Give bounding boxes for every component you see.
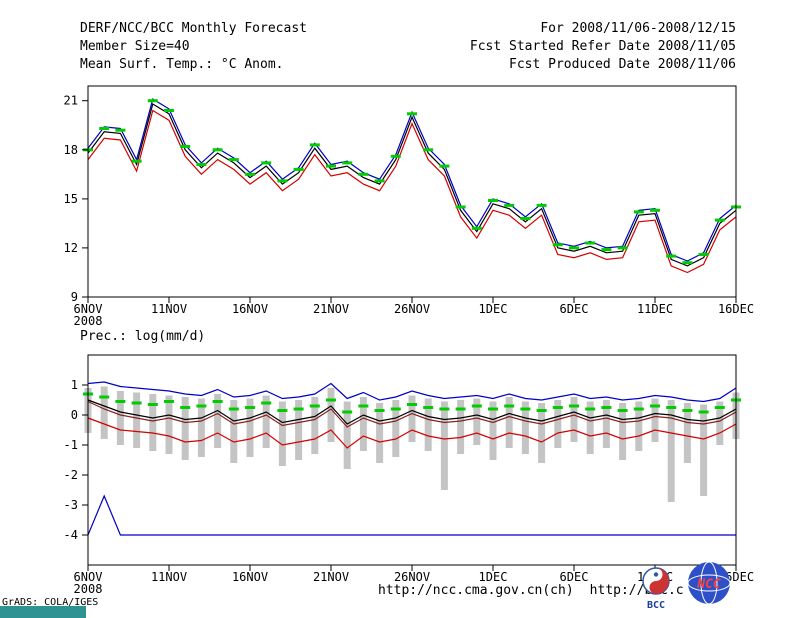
x-tick-label: 6DEC	[560, 570, 589, 584]
ncc-logo-globe	[688, 562, 730, 604]
x-tick-label: 11NOV	[151, 570, 187, 584]
ncc-logo-meridian	[700, 561, 718, 605]
ensemble-spread-bar	[440, 401, 448, 490]
ensemble-spread-bar	[359, 397, 367, 451]
series-upper-envelope-line	[87, 381, 737, 403]
ensemble-spread-bar	[295, 400, 303, 460]
ensemble-spread-bar	[230, 400, 238, 463]
member-size-label: Member Size=40	[80, 39, 190, 54]
ensemble-spread-bar	[505, 397, 513, 448]
ensemble-spread-bar	[473, 398, 481, 445]
x-axis-year-label: 2008	[74, 582, 103, 596]
bcc-logo-label: BCC	[647, 600, 665, 611]
ensemble-spread-bar	[246, 398, 254, 457]
ensemble-spread-bar	[376, 403, 384, 463]
ensemble-spread-bar	[133, 392, 141, 448]
ensemble-spread-bar	[683, 403, 691, 463]
bcc-logo: BCC	[642, 567, 670, 611]
ensemble-spread-bar	[602, 400, 610, 448]
ensemble-spread-bar	[635, 401, 643, 451]
y-tick-label: -1	[64, 438, 78, 452]
ensemble-spread-bar	[667, 400, 675, 502]
ensemble-spread-bar	[651, 398, 659, 442]
series-ensemble-min-line	[87, 109, 737, 274]
ensemble-spread-bar	[457, 400, 465, 454]
ensemble-spread-bar	[424, 398, 432, 451]
ensemble-spread-bar	[116, 391, 124, 445]
precip-panel-title: Prec.: log(mm/d)	[80, 329, 206, 344]
ensemble-spread-bar	[619, 403, 627, 460]
ensemble-spread-bar	[197, 398, 205, 457]
y-tick-label: -4	[64, 528, 78, 542]
y-tick-label: 15	[64, 192, 78, 206]
ensemble-spread-bar	[554, 400, 562, 448]
ensemble-spread-bar	[343, 401, 351, 469]
x-axis-year-label: 2008	[74, 314, 103, 328]
ensemble-spread-bar	[716, 401, 724, 445]
y-tick-label: 12	[64, 241, 78, 255]
series-ensemble-mean-line	[87, 103, 737, 267]
x-tick-label: 21NOV	[313, 302, 349, 316]
x-tick-label: 16NOV	[232, 302, 268, 316]
x-tick-label: 21NOV	[313, 570, 349, 584]
grads-credit: GrADS: COLA/IGES	[2, 597, 99, 608]
x-tick-label: 16DEC	[718, 302, 754, 316]
x-tick-label: 6NOV	[74, 570, 103, 584]
ensemble-spread-bar	[181, 397, 189, 460]
x-tick-label: 11DEC	[637, 302, 673, 316]
bottom-left-accent	[0, 606, 86, 618]
ensemble-spread-bar	[327, 388, 335, 442]
x-tick-label: 26NOV	[394, 302, 430, 316]
y-tick-label: 9	[71, 290, 78, 304]
temp-panel-title: Mean Surf. Temp.: °C Anom.	[80, 57, 284, 72]
ncc-logo-label: NCC	[696, 577, 721, 592]
x-tick-label: 6NOV	[74, 302, 103, 316]
series-ensemble-max-line	[87, 98, 737, 262]
ensemble-spread-bar	[489, 401, 497, 460]
bcc-logo-dot	[653, 572, 659, 577]
ensemble-spread-bar	[586, 401, 594, 454]
y-tick-label: 18	[64, 143, 78, 157]
x-tick-label: 1DEC	[479, 302, 508, 316]
forecast-range-label: For 2008/11/06-2008/12/15	[540, 21, 736, 36]
series-ensemble-median-line	[87, 400, 737, 428]
ensemble-spread-bar	[100, 386, 108, 439]
ensemble-spread-bar	[521, 401, 529, 454]
y-tick-label: 21	[64, 94, 78, 108]
bcc-logo-swirl	[649, 568, 669, 594]
ensemble-spread-bar	[149, 394, 157, 451]
series-ensemble-mean-line	[87, 399, 737, 425]
ncc-logo-parallel	[687, 574, 731, 592]
x-tick-label: 6DEC	[560, 302, 589, 316]
ncc-url-text: http://ncc.cma.gov.cn(ch)	[378, 583, 574, 598]
y-tick-label: 1	[71, 378, 78, 392]
ncc-logo: NCC	[687, 561, 731, 605]
ensemble-spread-bar	[262, 395, 270, 448]
ensemble-spread-bar	[570, 397, 578, 442]
x-tick-label: 1DEC	[479, 570, 508, 584]
ensemble-spread-bar	[538, 403, 546, 463]
x-tick-label: 16NOV	[232, 570, 268, 584]
page-title: DERF/NCC/BCC Monthly Forecast	[80, 21, 307, 36]
x-tick-label: 11NOV	[151, 302, 187, 316]
x-tick-label: 26NOV	[394, 570, 430, 584]
ensemble-spread-bar	[408, 395, 416, 442]
refer-date-label: Fcst Started Refer Date 2008/11/05	[469, 39, 736, 54]
ensemble-spread-bar	[700, 404, 708, 496]
y-tick-label: -2	[64, 468, 78, 482]
ensemble-spread-bar	[214, 394, 222, 448]
series-dry-member-baseline-line	[87, 494, 736, 536]
ensemble-spread-bar	[278, 401, 286, 466]
y-tick-label: -3	[64, 498, 78, 512]
ensemble-spread-bar	[311, 397, 319, 454]
series-lower-envelope-line	[87, 417, 737, 449]
y-tick-label: 0	[71, 408, 78, 422]
ensemble-spread-bar	[165, 395, 173, 454]
ensemble-spread-bar	[392, 400, 400, 457]
produced-date-label: Fcst Produced Date 2008/11/06	[509, 57, 736, 72]
